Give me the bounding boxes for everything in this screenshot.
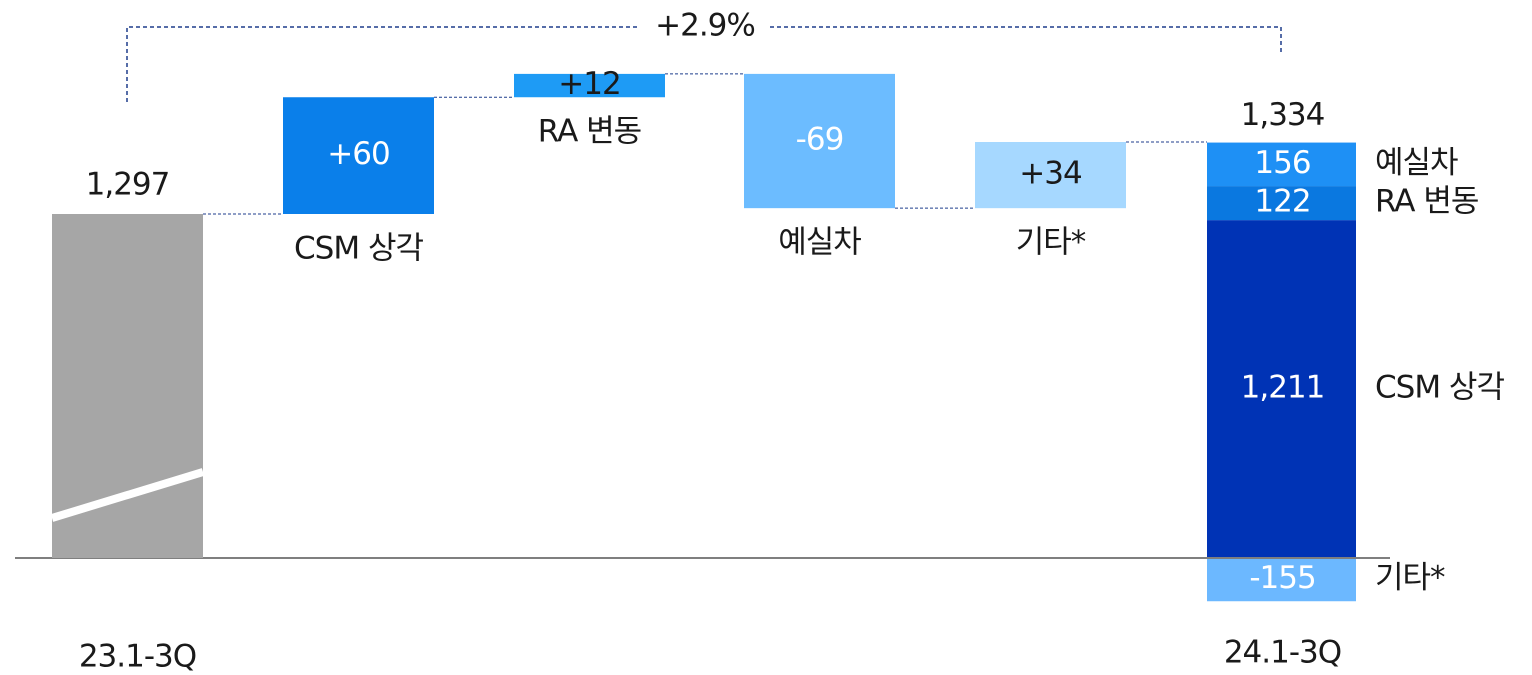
step-category-label: 예실차 — [778, 225, 861, 261]
growth-annotation: +2.9% — [655, 8, 755, 44]
end-category-label: 기타* — [1375, 560, 1445, 596]
step-value-label: +60 — [327, 136, 389, 172]
end-segment — [1207, 220, 1356, 559]
step-bar — [283, 97, 434, 214]
end-category-label: 예실차 — [1375, 145, 1458, 181]
end-category-label: RA 변동 — [1375, 184, 1478, 220]
step-value-label: +12 — [558, 66, 620, 102]
step-value-label: -69 — [796, 122, 844, 158]
end-segment — [1207, 558, 1356, 602]
growth-bracket — [126, 26, 1282, 102]
axis-break — [50, 468, 205, 522]
end-value-label: 1,334 — [1241, 97, 1325, 133]
end-segment — [1207, 142, 1356, 187]
step-bar — [975, 141, 1126, 209]
start-bar — [52, 214, 203, 558]
step-category-label: CSM 상각 — [294, 231, 423, 267]
end-segment-label: 1,211 — [1241, 370, 1325, 406]
start-value-label: 1,297 — [86, 167, 170, 203]
end-segment-label: 122 — [1254, 184, 1310, 220]
end-segment — [1207, 186, 1356, 221]
step-category-label: RA 변동 — [538, 114, 641, 150]
step-bar — [744, 73, 895, 209]
start-label: 23.1-3Q — [79, 639, 196, 675]
end-segment-label: 156 — [1254, 145, 1310, 181]
end-segment-label: -155 — [1249, 560, 1315, 596]
step-value-label: +34 — [1019, 156, 1081, 192]
step-bar — [514, 73, 665, 98]
end-label: 24.1-3Q — [1224, 635, 1341, 671]
step-category-label: 기타* — [1016, 225, 1086, 261]
end-category-label: CSM 상각 — [1375, 370, 1504, 406]
